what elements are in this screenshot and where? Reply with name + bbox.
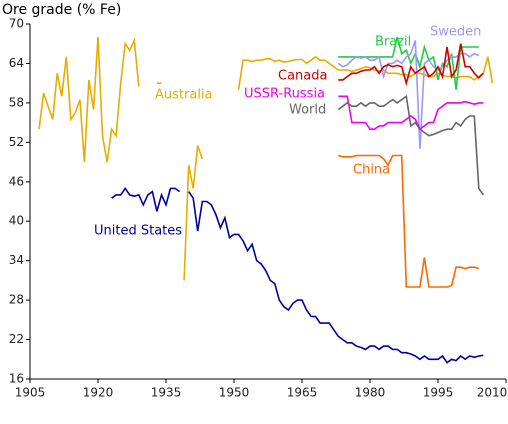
- series-label: Brazil: [375, 35, 411, 50]
- x-tick-label: 1980: [355, 386, 386, 400]
- y-tick-label: 64: [9, 56, 24, 70]
- series-label: United States: [94, 224, 182, 239]
- series-line: [338, 95, 484, 131]
- y-tick-label: 52: [9, 135, 24, 149]
- y-tick-label: 28: [9, 293, 24, 307]
- series-label: China: [353, 163, 390, 178]
- series-label: Canada: [278, 69, 327, 84]
- series-line: [338, 154, 480, 288]
- y-tick-label: 70: [9, 17, 24, 31]
- y-tick-label: 16: [9, 372, 24, 386]
- y-tick-label: 58: [9, 95, 24, 109]
- series-line: [337, 94, 484, 196]
- y-tick-label: 22: [9, 332, 24, 346]
- series-line: [111, 186, 484, 364]
- x-tick-label: 1920: [83, 386, 114, 400]
- series-line: [337, 40, 480, 149]
- x-tick-label: 1965: [287, 386, 318, 400]
- series-line: [338, 43, 484, 87]
- y-tick-label: 34: [9, 253, 24, 267]
- x-tick-label: 1995: [423, 386, 454, 400]
- x-tick-label: 1905: [15, 386, 46, 400]
- y-tick-label: 40: [9, 214, 24, 228]
- y-tick-label: 46: [9, 174, 24, 188]
- x-tick-label: 2010: [477, 386, 508, 400]
- y-axis-label: Ore grade (% Fe): [2, 2, 121, 18]
- series-line: [338, 36, 479, 90]
- series-label: Australia: [155, 88, 213, 103]
- series-label: Sweden: [430, 25, 481, 40]
- x-tick-label: 1935: [151, 386, 182, 400]
- series-label: World: [289, 103, 326, 118]
- x-tick-label: 1950: [219, 386, 250, 400]
- series-line: [38, 37, 494, 281]
- series-label: USSR-Russia: [244, 87, 325, 102]
